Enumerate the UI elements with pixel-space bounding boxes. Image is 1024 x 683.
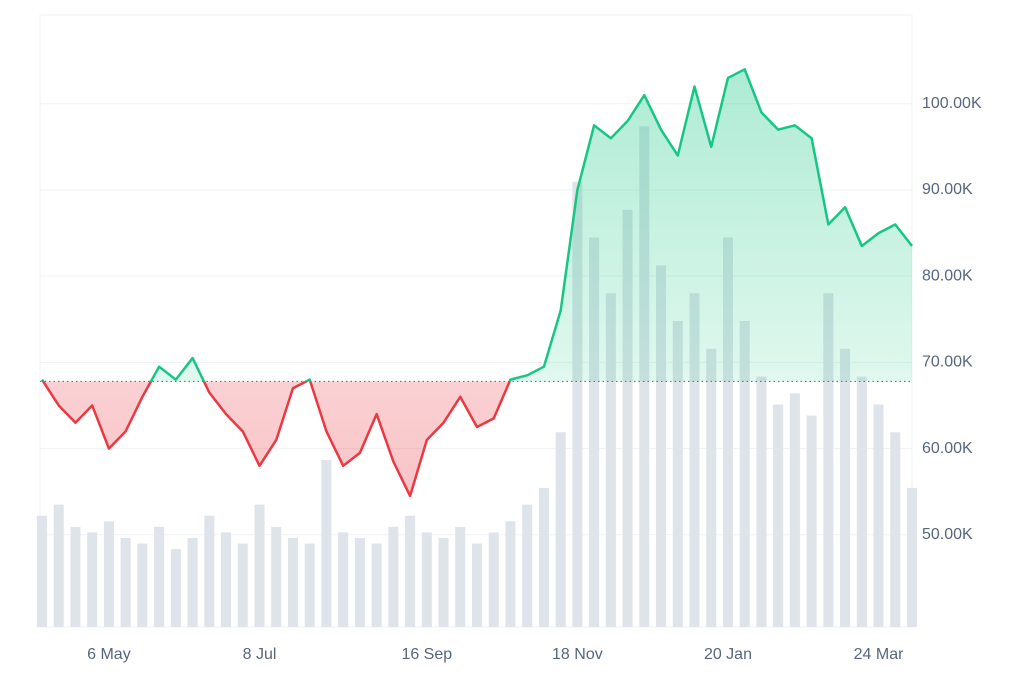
area-above — [42, 69, 912, 382]
volume-bar — [237, 543, 248, 627]
volume-bar — [605, 293, 616, 627]
volume-bar — [455, 526, 466, 627]
volume-bar — [53, 504, 64, 627]
volume-bar — [254, 504, 265, 627]
volume-bar — [204, 515, 215, 627]
volume-bar — [304, 543, 315, 627]
volume-bar — [70, 526, 81, 627]
volume-bar — [622, 209, 633, 627]
volume-bar — [103, 521, 114, 627]
y-tick-label: 70.00K — [922, 354, 973, 371]
volume-bar — [87, 532, 98, 627]
volume-bar — [722, 237, 733, 627]
x-tick-label: 24 Mar — [854, 646, 904, 663]
volume-bar — [287, 537, 298, 627]
volume-bar — [488, 532, 499, 627]
volume-bar — [756, 376, 767, 627]
x-tick-label: 16 Sep — [401, 646, 452, 663]
volume-bar — [405, 515, 416, 627]
price-line-below — [41, 381, 512, 498]
volume-bar — [120, 537, 131, 627]
y-tick-label: 100.00K — [922, 95, 982, 112]
volume-bar — [806, 415, 817, 627]
volume-bar — [321, 460, 332, 627]
volume-bar — [170, 549, 181, 627]
volume-bar — [505, 521, 516, 627]
volume-bar — [221, 532, 232, 627]
volume-bar — [840, 348, 851, 627]
volume-bar — [388, 526, 399, 627]
volume-bar — [906, 487, 918, 627]
volume-bar — [706, 348, 717, 627]
volume-bar — [672, 321, 683, 627]
volume-bar — [890, 432, 901, 627]
volume-bar — [555, 432, 566, 627]
y-tick-label: 80.00K — [922, 267, 973, 284]
x-tick-label: 18 Nov — [552, 646, 603, 663]
x-tick-label: 20 Jan — [704, 646, 752, 663]
volume-bar — [371, 543, 382, 627]
volume-bar — [421, 532, 432, 627]
x-tick-label: 8 Jul — [243, 646, 277, 663]
x-tick-label: 6 May — [87, 646, 131, 663]
volume-bar — [137, 543, 148, 627]
volume-bar — [187, 537, 198, 627]
volume-bar — [656, 265, 667, 627]
volume-bar — [154, 526, 165, 627]
volume-bar — [338, 532, 349, 627]
y-tick-label: 60.00K — [922, 440, 973, 457]
volume-bar — [873, 404, 884, 627]
volume-bar — [773, 404, 784, 627]
volume-bar — [689, 293, 700, 627]
volume-bar — [589, 237, 600, 627]
y-tick-label: 50.00K — [922, 526, 973, 543]
volume-bar — [471, 543, 483, 627]
volume-bar — [271, 526, 282, 627]
volume-bar — [739, 321, 750, 627]
volume-bar — [438, 537, 449, 627]
volume-bar — [823, 293, 834, 627]
volume-bar — [572, 181, 583, 627]
volume-bar — [789, 393, 800, 627]
y-tick-label: 90.00K — [922, 181, 973, 198]
volume-bar — [354, 537, 365, 627]
volume-bar — [538, 487, 549, 627]
volume-bar — [856, 376, 867, 627]
volume-bar — [36, 515, 48, 627]
price-line-above — [40, 68, 913, 382]
volume-bar — [522, 504, 533, 627]
